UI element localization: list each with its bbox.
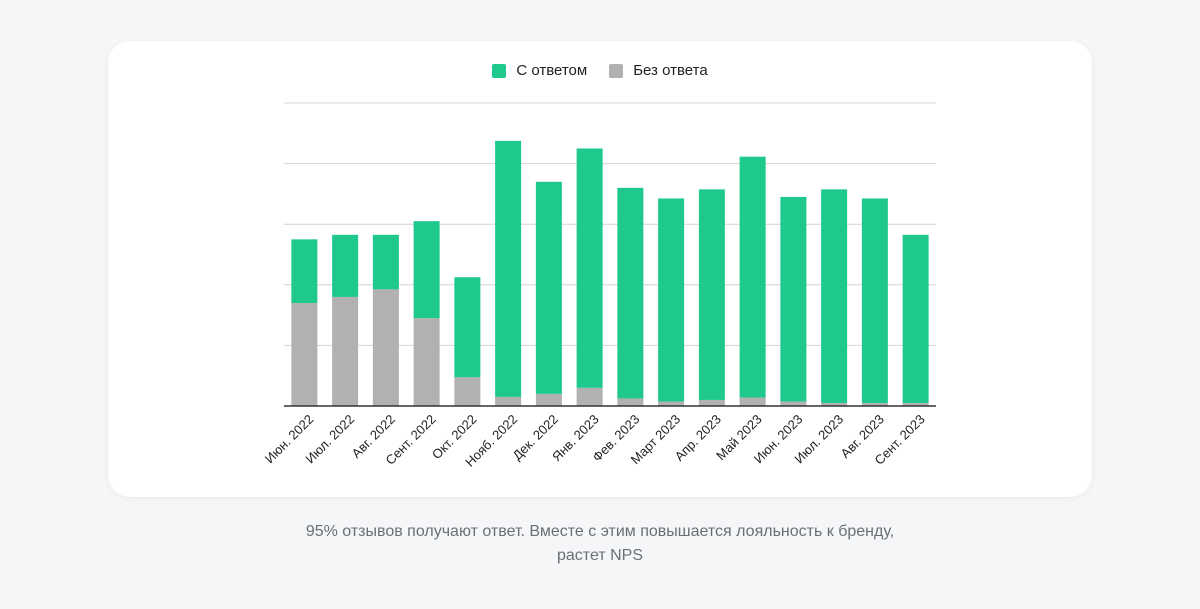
bar-answered [535,181,562,394]
bar-answered [861,198,888,403]
legend-label-answered: С ответом [516,62,588,79]
legend-label-unanswered: Без ответа [633,62,708,79]
bar-unanswered [454,377,481,406]
legend-item-unanswered: Без ответа [609,62,708,79]
caption-line-1: 95% отзывов получают ответ. Вместе с эти… [305,523,895,540]
bar-unanswered [821,402,848,406]
bar-answered [454,277,481,378]
legend-swatch-unanswered [609,63,624,78]
bar-answered [780,196,807,402]
bar-answered [821,189,848,403]
bar-answered [576,148,603,388]
bar-answered [698,189,725,400]
bar-unanswered [535,393,562,406]
chart-legend: С ответом Без ответа [0,62,1200,79]
bar-answered [495,140,522,397]
bar-unanswered [332,296,359,406]
bar-unanswered [780,401,807,406]
bar-answered [413,221,440,319]
bar-unanswered [617,398,644,406]
bar-unanswered [576,387,603,406]
bar-unanswered [372,289,399,406]
bar-answered [291,239,318,303]
bar-unanswered [739,397,766,406]
bar-answered [617,187,644,399]
bar-unanswered [902,402,929,406]
chart-caption: 95% отзывов получают ответ. Вместе с эти… [0,520,1200,568]
caption-line-2: растет NPS [557,547,643,564]
bar-answered [372,234,399,290]
bar-answered [739,156,766,398]
bar-unanswered [698,399,725,406]
legend-item-answered: С ответом [492,62,587,79]
bar-answered [658,198,685,402]
bar-answered [332,234,359,297]
bar-unanswered [861,402,888,406]
bar-unanswered [413,318,440,406]
bar-answered [902,234,929,403]
legend-swatch-answered [492,63,507,78]
bar-unanswered [495,396,522,406]
bar-unanswered [291,302,318,406]
bar-unanswered [658,401,685,406]
